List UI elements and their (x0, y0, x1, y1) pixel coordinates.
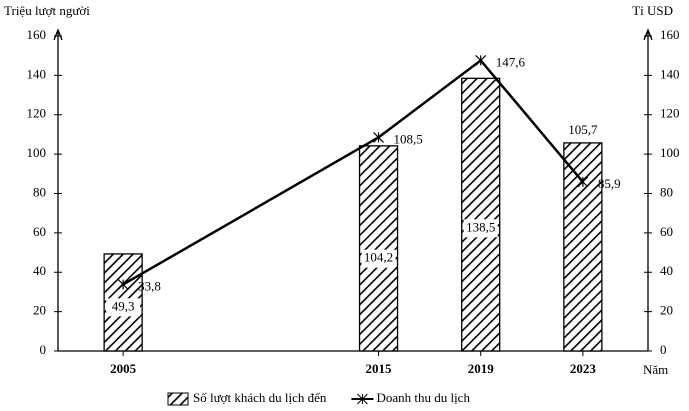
bar (461, 77, 501, 352)
line-value-label: 108,5 (394, 131, 423, 146)
axis-arrow (53, 28, 63, 41)
y2-tick-label: 0 (660, 342, 667, 357)
y-tick-label: 100 (27, 145, 47, 160)
y-tick-label: 120 (27, 106, 47, 121)
line-marker (373, 131, 384, 143)
y2-tick-label: 160 (660, 27, 680, 42)
x-axis-label: Năm (643, 362, 668, 377)
y2-tick-label: 20 (660, 303, 673, 318)
x-tick-label: 2005 (110, 361, 137, 376)
line-value-label: 85,9 (598, 176, 621, 191)
y2-tick-label: 60 (660, 224, 673, 239)
line (122, 58, 584, 286)
label-box (361, 249, 396, 268)
label-box (463, 219, 498, 238)
line-marker (117, 279, 129, 290)
line-value-label: 33,8 (138, 278, 161, 293)
y-tick-label: 140 (27, 66, 47, 81)
line-marker (475, 54, 487, 66)
bar-value-label: 104,2 (364, 250, 393, 265)
line-marker (577, 176, 589, 188)
y-tick-label: 40 (33, 263, 46, 278)
line-value-label: 147,6 (496, 54, 526, 69)
label-box (106, 298, 141, 317)
x-tick-label: 2015 (366, 361, 393, 376)
bar-value-label: 105,7 (568, 122, 598, 137)
bar (563, 142, 603, 352)
legend-swatch (357, 393, 368, 405)
y-tick-label: 60 (33, 224, 46, 239)
y2-tick-label: 100 (660, 145, 680, 160)
y-tick-label: 80 (33, 184, 46, 199)
x-tick-label: 2023 (570, 361, 597, 376)
legend-label: Số lượt khách du lịch đến (193, 390, 327, 405)
y-axis-label: Triệu lượt người (4, 3, 90, 18)
bar (358, 145, 399, 352)
y2-tick-label: 140 (660, 66, 680, 81)
y-tick-label: 160 (27, 27, 47, 42)
axis-arrow (643, 28, 653, 41)
y2-tick-label: 80 (660, 184, 673, 199)
x-tick-label: 2019 (468, 361, 495, 376)
y-tick-label: 0 (40, 342, 47, 357)
y2-tick-label: 120 (660, 106, 680, 121)
y2-axis-label: Tỉ USD (632, 3, 673, 18)
y-tick-label: 20 (33, 303, 46, 318)
bar-value-label: 138,5 (466, 219, 495, 234)
y2-tick-label: 40 (660, 263, 673, 278)
bar-value-label: 49,3 (112, 298, 135, 313)
legend-swatch (167, 392, 189, 406)
legend-label: Doanh thu du lịch (376, 390, 470, 405)
